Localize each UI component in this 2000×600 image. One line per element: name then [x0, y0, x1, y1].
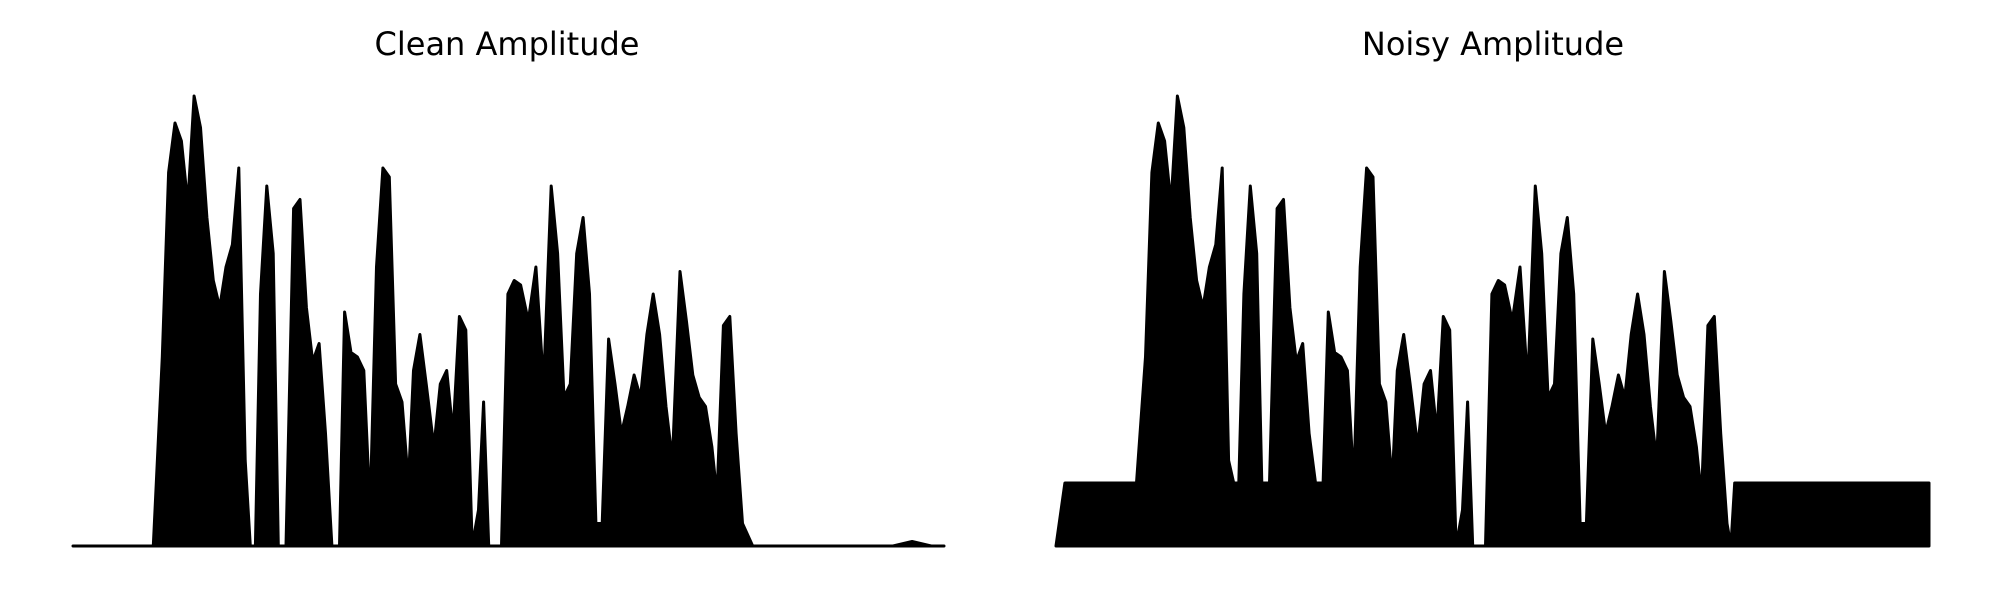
amplitude-area [1054, 94, 1931, 548]
chart-title: Noisy Amplitude [1362, 25, 1624, 63]
chart-title: Clean Amplitude [375, 25, 640, 63]
amplitude-area [71, 94, 946, 548]
